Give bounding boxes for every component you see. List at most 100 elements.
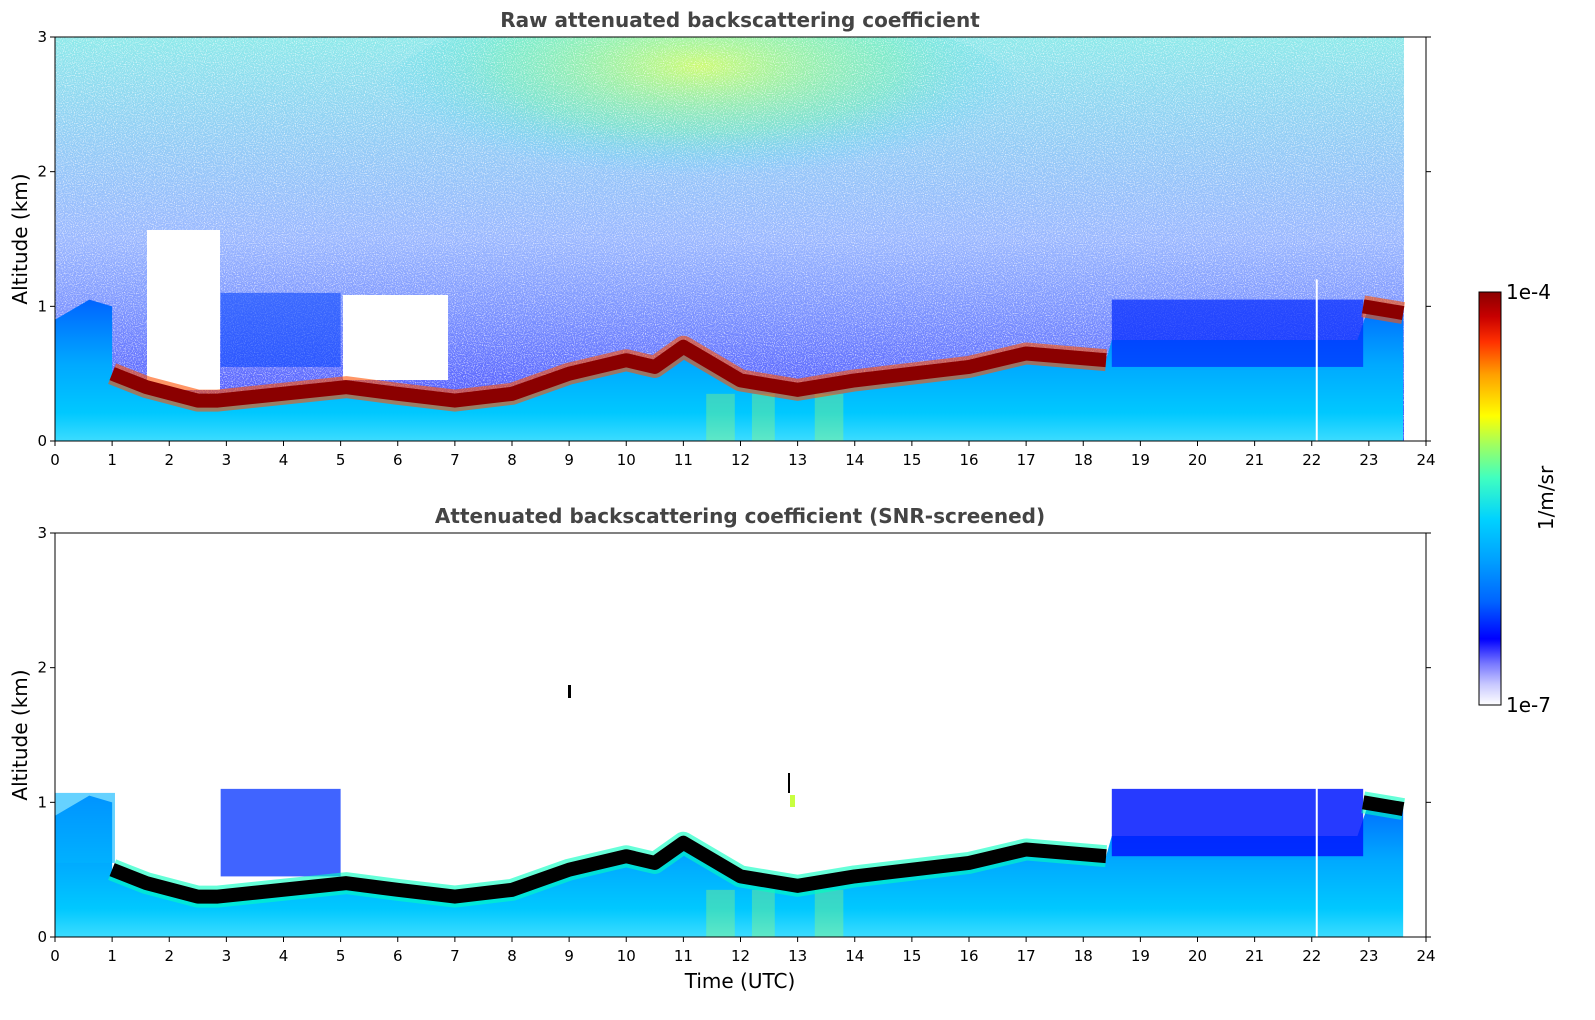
- x-tick-label: 21: [1245, 947, 1264, 965]
- y-tick-label: 0: [37, 432, 47, 450]
- x-tick-label: 11: [674, 451, 693, 469]
- x-tick-label: 1: [107, 947, 117, 965]
- data-gap-line: [1315, 775, 1318, 937]
- panel2-y-axis: 0 1 2 3: [37, 524, 1431, 946]
- precipitation-streak: [706, 889, 735, 937]
- x-tick-label: 15: [902, 451, 921, 469]
- cloud-band: [1361, 299, 1405, 320]
- y-tick-label: 2: [37, 659, 47, 677]
- panel2-x-axis: 0 1 2 3 4 5 6 7 8 9 10 11 12 13 14 15 16 17 18 19 20 21 22 23 24: [50, 937, 1436, 965]
- x-tick-label: 24: [1416, 451, 1435, 469]
- x-tick-label: 2: [164, 451, 174, 469]
- x-tick-label: 4: [279, 451, 289, 469]
- residual-layer: [220, 292, 341, 367]
- x-tick-label: 18: [1074, 947, 1093, 965]
- x-tick-label: 11: [674, 947, 693, 965]
- panel1-x-axis: 0 1 2 3 4 5 6 7 8 9 10 11 12 13 14 15 16 17 18 19 20 21 22 23 24: [50, 441, 1436, 469]
- x-tick-label: 19: [1131, 451, 1150, 469]
- panel2-xlabel: Time (UTC): [684, 969, 796, 993]
- panel2-plot-area: [55, 685, 1405, 937]
- x-tick-label: 13: [788, 947, 807, 965]
- panel1-clear-gap: [343, 295, 448, 380]
- x-tick-label: 5: [336, 451, 346, 469]
- x-tick-label: 13: [788, 451, 807, 469]
- precipitation-streak: [814, 393, 844, 441]
- x-tick-label: 22: [1302, 451, 1321, 469]
- precipitation-streak: [751, 889, 775, 937]
- panel2-title: Attenuated backscattering coefficient (S…: [435, 504, 1045, 528]
- x-tick-label: 7: [450, 947, 460, 965]
- x-tick-label: 0: [50, 451, 60, 469]
- colorbar: 1e-4 1e-7 1/m/sr: [1478, 280, 1558, 717]
- y-tick-label: 1: [37, 297, 47, 315]
- x-tick-label: 20: [1188, 947, 1207, 965]
- panel2-ylabel: Altitude (km): [8, 669, 32, 800]
- raw-backscatter-panel: Raw attenuated backscattering coefficien…: [8, 8, 1436, 469]
- x-tick-label: 19: [1131, 947, 1150, 965]
- panel1-plot-area: [55, 37, 1405, 441]
- colorbar-gradient: [1478, 291, 1502, 706]
- x-tick-label: 0: [50, 947, 60, 965]
- x-tick-label: 24: [1416, 947, 1435, 965]
- y-tick-label: 3: [37, 524, 47, 542]
- x-tick-label: 9: [564, 947, 574, 965]
- x-tick-label: 16: [959, 947, 978, 965]
- x-tick-label: 6: [393, 451, 403, 469]
- x-tick-label: 23: [1359, 451, 1378, 469]
- panel1-cloud-band: [108, 279, 1405, 441]
- colorbar-min-label: 1e-7: [1506, 693, 1551, 717]
- x-tick-label: 10: [617, 947, 636, 965]
- panel1-boundary-layer: [55, 292, 1404, 441]
- x-tick-label: 8: [507, 451, 517, 469]
- x-tick-label: 8: [507, 947, 517, 965]
- panel2-artifact: [790, 795, 795, 807]
- residual-layer: [55, 792, 115, 863]
- y-tick-label: 0: [37, 928, 47, 946]
- precipitation-streak: [814, 889, 844, 937]
- x-tick-label: 15: [902, 947, 921, 965]
- x-tick-label: 2: [164, 947, 174, 965]
- x-tick-label: 14: [845, 947, 864, 965]
- y-tick-label: 3: [37, 28, 47, 46]
- x-tick-label: 1: [107, 451, 117, 469]
- x-tick-label: 22: [1302, 947, 1321, 965]
- x-tick-label: 12: [731, 947, 750, 965]
- y-tick-label: 2: [37, 163, 47, 181]
- x-tick-label: 10: [617, 451, 636, 469]
- cloud-band: [109, 339, 1107, 408]
- x-tick-label: 3: [222, 947, 232, 965]
- snr-screened-panel: Attenuated backscattering coefficient (S…: [8, 504, 1436, 993]
- residual-layer: [1111, 299, 1364, 367]
- cloud-band: [1361, 795, 1405, 816]
- x-tick-label: 20: [1188, 451, 1207, 469]
- x-tick-label: 14: [845, 451, 864, 469]
- cloud-band: [109, 835, 1107, 904]
- y-tick-label: 1: [37, 793, 47, 811]
- panel1-ylabel: Altitude (km): [8, 173, 32, 304]
- x-tick-label: 4: [279, 947, 289, 965]
- x-tick-label: 21: [1245, 451, 1264, 469]
- x-tick-label: 17: [1017, 947, 1036, 965]
- x-tick-label: 6: [393, 947, 403, 965]
- panel2-artifact: [788, 773, 790, 793]
- x-tick-label: 5: [336, 947, 346, 965]
- x-tick-label: 23: [1359, 947, 1378, 965]
- colorbar-max-label: 1e-4: [1506, 280, 1551, 304]
- colorbar-unit-label: 1/m/sr: [1534, 465, 1558, 530]
- panel1-clear-gap: [147, 230, 220, 390]
- panel2-artifact: [568, 685, 571, 698]
- x-tick-label: 18: [1074, 451, 1093, 469]
- panel2-boundary-layer: [55, 788, 1404, 937]
- residual-layer: [1111, 788, 1364, 857]
- panel1-y-axis: 0 1 2 3: [37, 28, 1431, 450]
- precipitation-streak: [751, 393, 775, 441]
- boundary-layer-fill: [55, 299, 1404, 441]
- x-tick-label: 9: [564, 451, 574, 469]
- precipitation-streak: [706, 393, 735, 441]
- x-tick-label: 17: [1017, 451, 1036, 469]
- x-tick-label: 16: [959, 451, 978, 469]
- x-tick-label: 12: [731, 451, 750, 469]
- x-tick-label: 7: [450, 451, 460, 469]
- residual-layer: [220, 788, 341, 877]
